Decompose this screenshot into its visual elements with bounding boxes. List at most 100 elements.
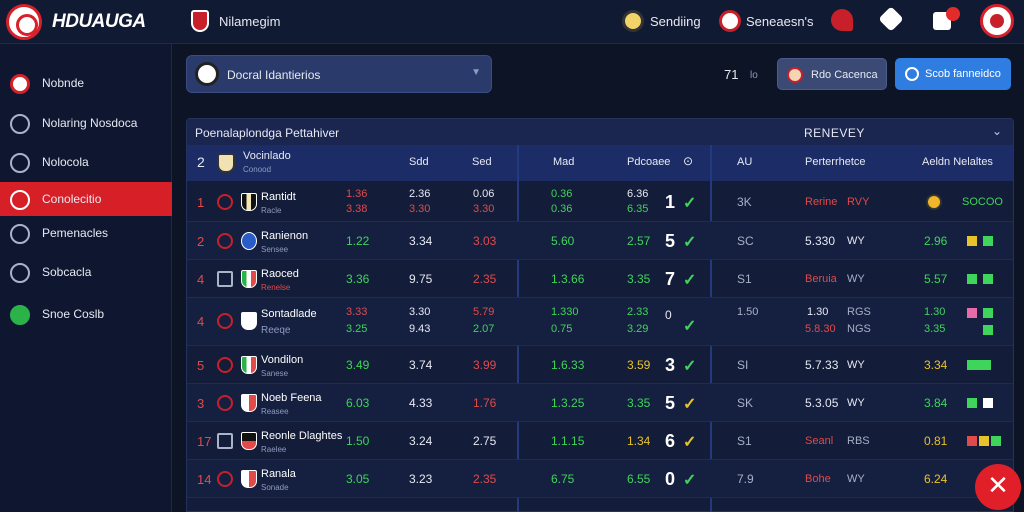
avatar[interactable] xyxy=(980,4,1014,38)
club-crest-icon xyxy=(217,313,233,329)
seasons-icon[interactable] xyxy=(719,10,741,32)
sidebar-item-nobnde[interactable]: Nobnde xyxy=(0,66,172,100)
row-rank: 4 xyxy=(197,272,205,287)
primary-dropdown-button[interactable]: Scob fanneidco xyxy=(895,58,1011,90)
team-name[interactable]: Vondilon xyxy=(261,354,304,366)
cell-h: 0.81 xyxy=(924,434,948,448)
club-crest-icon xyxy=(217,194,233,210)
status-bar xyxy=(967,360,991,370)
sidebar-item-conolecitio[interactable]: Conolecitio xyxy=(0,182,172,216)
table-row[interactable]: 4 Sontadlade Reeqe 3.33 3.25 3.30 9.43 5… xyxy=(187,298,1013,346)
table-row[interactable]: 17 Reonle Dlaghtes Raelee 1.50 3.24 2.75… xyxy=(187,422,1013,460)
cell-f: 7.9 xyxy=(737,472,754,486)
sidebar-item-label: Nobnde xyxy=(42,76,85,90)
cell-b: 3.24 xyxy=(409,434,433,448)
table-row[interactable]: 1 Rantidt Racle 1.36 3.38 2.36 3.30 0.06… xyxy=(187,182,1013,222)
ball-icon xyxy=(10,305,30,325)
team-name[interactable]: Noeb Feena xyxy=(261,392,322,404)
club-flag-icon xyxy=(241,394,257,412)
club-crest-icon xyxy=(217,271,233,287)
cell-a: 3.05 xyxy=(346,472,370,486)
search-input[interactable]: Docral Idantierios ▼ xyxy=(186,55,492,93)
header-c6[interactable]: Perterrhetce xyxy=(805,156,866,168)
cell-b: 3.34 xyxy=(409,234,433,248)
cell-c: 2.35 xyxy=(473,272,497,286)
row-rank: 1 xyxy=(197,195,205,210)
cell-d1: 1.330 xyxy=(551,306,579,318)
header-c2[interactable]: Sed xyxy=(472,156,492,168)
club-flag-icon xyxy=(241,232,257,250)
cell-f: 3K xyxy=(737,195,752,209)
form-value: 1 xyxy=(665,192,676,212)
primary-button-label: Scob fanneidco xyxy=(925,68,1001,80)
secondary-button[interactable]: Rdo Cacenca xyxy=(777,58,887,90)
team-name[interactable]: Sontadlade xyxy=(261,308,317,320)
row-rank: 17 xyxy=(197,434,212,449)
close-button[interactable]: ✕ xyxy=(975,464,1021,510)
whistle-icon xyxy=(10,153,30,173)
cell-f: 1.50 xyxy=(737,306,759,318)
sidebar: Nobnde Nolaring Nosdoca Nolocola Conolec… xyxy=(0,44,172,512)
soccer-ball-icon xyxy=(195,62,219,86)
badge-icon xyxy=(787,67,803,83)
team-name[interactable]: Rantidt xyxy=(261,191,296,203)
header-c4[interactable]: Pdcoaee xyxy=(627,156,671,168)
status-square xyxy=(967,398,977,408)
form-value: 3 xyxy=(665,355,676,375)
cell-g: 5.3.05 xyxy=(805,396,839,410)
chevron-down-icon[interactable]: ▼ xyxy=(471,67,481,78)
header-team[interactable]: Vocinlado xyxy=(243,150,291,162)
table-row[interactable]: 3 Noeb Feena Reasee 6.03 4.33 1.76 1.3.2… xyxy=(187,384,1013,422)
cell-c1: 5.79 xyxy=(473,306,495,318)
table-row[interactable]: 14 Ranala Sonade 3.05 3.23 2.35 6.75 6.5… xyxy=(187,460,1013,498)
row-rank: 4 xyxy=(197,314,205,329)
header-c7[interactable]: Aeldn Nelaltes xyxy=(922,156,993,168)
nav-seasons[interactable]: Seneaesn's xyxy=(746,14,814,29)
cell-f: S1 xyxy=(737,272,752,286)
standings-icon[interactable] xyxy=(622,10,644,32)
cell-e: 6.55 xyxy=(627,472,651,486)
team-name[interactable]: Ranala xyxy=(261,468,296,480)
logo-icon[interactable] xyxy=(6,4,42,40)
club-crest-icon xyxy=(217,357,233,373)
cell-g2: WY xyxy=(847,273,865,285)
team-sub: Reasee xyxy=(261,407,289,416)
sidebar-item-nolaring[interactable]: Nolaring Nosdoca xyxy=(0,106,172,140)
brand-name: HDUAUGA xyxy=(52,11,146,32)
sidebar-item-label: Sobcacla xyxy=(42,265,92,279)
club-flag-icon xyxy=(241,312,257,330)
sidebar-item-pemenacles[interactable]: Pemenacles xyxy=(0,216,172,250)
kit-icon[interactable] xyxy=(878,6,904,32)
header-rank[interactable]: 2 xyxy=(197,154,205,170)
table-row[interactable]: 5 Vondilon Sanese 3.49 3.74 3.99 1.6.33 … xyxy=(187,346,1013,384)
header-c5[interactable]: AU xyxy=(737,156,753,168)
result-count-sub: lo xyxy=(750,70,758,81)
team-name[interactable]: Raoced xyxy=(261,268,299,280)
table-row[interactable]: 4 Raoced Renelse 3.36 9.75 2.35 1.3.66 3… xyxy=(187,260,1013,298)
header-c1[interactable]: Sdd xyxy=(409,156,429,168)
team-name[interactable]: Ranienon xyxy=(261,230,309,242)
cell-e: 1.34 xyxy=(627,434,651,448)
sidebar-item-nolocola[interactable]: Nolocola xyxy=(0,145,172,179)
table-row[interactable]: 2 Ranienon Sensee 1.22 3.34 3.03 5.60 2.… xyxy=(187,222,1013,260)
sidebar-item-sobcacla[interactable]: Sobcacla xyxy=(0,255,172,289)
check-icon: ✓ xyxy=(683,195,697,212)
header-c3[interactable]: Mad xyxy=(553,156,575,168)
fire-icon[interactable] xyxy=(831,9,853,31)
sidebar-item-snoe-coslb[interactable]: Snoe Coslb xyxy=(0,297,172,331)
soccer-ball-icon xyxy=(10,190,30,210)
header-team-sub: Conood xyxy=(243,165,272,174)
info-icon[interactable]: ⊙ xyxy=(683,154,694,168)
team-name[interactable]: Reonle Dlaghtes xyxy=(261,430,343,442)
cell-d: 1.1.15 xyxy=(551,434,585,448)
chevron-down-icon[interactable]: ⌄ xyxy=(992,124,1003,138)
panel-header: Poenalaplondga Pettahiver RENEVEY ⌄ xyxy=(187,119,1013,145)
nav-standings[interactable]: Sendiing xyxy=(650,14,701,29)
team-sub: Sanese xyxy=(261,369,289,378)
cell-f: S1 xyxy=(737,434,752,448)
cell-g: Seanl xyxy=(805,435,834,447)
cell-h: SOCOO xyxy=(962,196,1003,208)
status-square xyxy=(983,274,993,284)
form-value: 7 xyxy=(665,269,676,289)
club-flag-icon xyxy=(241,193,257,211)
